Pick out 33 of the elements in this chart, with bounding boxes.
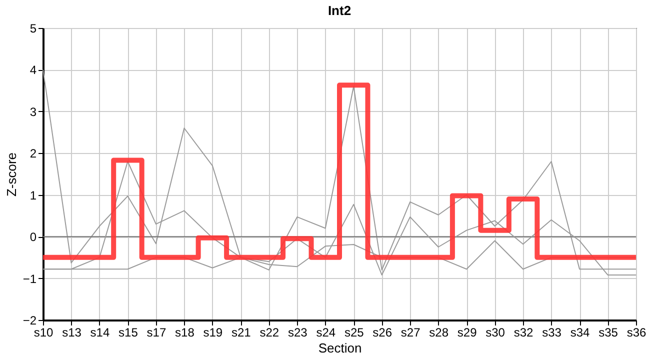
x-tick-label: s13 [62,326,82,340]
x-tick-label: s14 [90,326,110,340]
x-tick-label: s30 [486,326,506,340]
x-tick-label: s24 [316,326,336,340]
x-tick-label: s19 [203,326,223,340]
y-tick-label: 5 [30,22,37,36]
y-tick-label: 1 [30,188,37,202]
y-tick-label: 0 [30,230,37,244]
x-tick-label: s36 [626,326,646,340]
x-tick-label: s23 [288,326,308,340]
chart-title: Int2 [328,3,352,18]
x-tick-label: s32 [514,326,534,340]
x-tick-label: s15 [118,326,138,340]
y-tick-label: −2 [22,314,37,328]
x-tick-label: s18 [175,326,195,340]
y-tick-label: 3 [30,104,37,119]
y-tick-label: 2 [30,146,37,161]
y-tick-label: 4 [30,63,37,78]
x-tick-label: s29 [457,326,478,340]
x-axis-title: Section [318,340,362,356]
x-tick-label: s22 [260,326,280,340]
y-axis-title: Z-score [4,152,19,197]
x-tick-label: s35 [598,326,618,340]
x-tick-label: s26 [372,326,392,340]
x-tick-label: s33 [542,326,562,340]
x-tick-label: s25 [344,326,364,340]
x-tick-label: s17 [146,326,166,340]
x-tick-label: s21 [231,326,252,340]
y-tick-label: −1 [22,272,37,286]
x-tick-label: s28 [429,326,449,340]
x-tick-label: s27 [400,326,421,340]
x-tick-label: s10 [34,326,54,340]
x-tick-label: s34 [570,326,590,340]
